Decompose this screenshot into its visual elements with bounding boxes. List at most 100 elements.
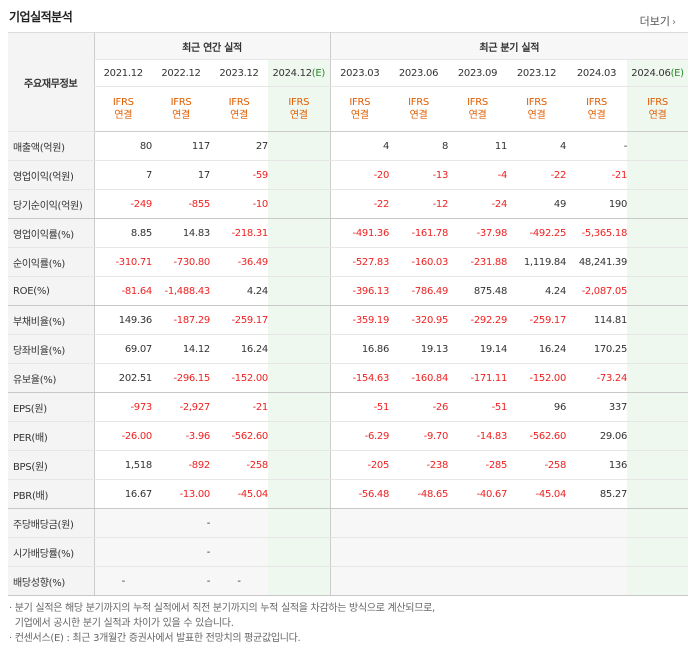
data-cell: -205 <box>330 450 389 480</box>
data-cell <box>268 334 331 364</box>
data-cell <box>627 131 689 161</box>
data-cell: - <box>210 566 268 596</box>
data-cell: -152.00 <box>507 363 566 393</box>
data-cell <box>389 508 449 538</box>
data-cell: - <box>93 566 152 596</box>
data-cell: 8 <box>389 131 448 161</box>
data-cell: -491.36 <box>330 218 389 248</box>
data-cell <box>389 537 449 567</box>
more-link[interactable]: 더보기 › <box>640 13 676 29</box>
data-cell <box>627 566 689 596</box>
table-row: BPS(원) 1,518 -892 -258 -205 -238 -285 -258 136 <box>8 450 689 480</box>
data-cell: -973 <box>93 392 152 422</box>
data-cell <box>627 218 689 248</box>
period-header: 2022.12 <box>152 59 210 87</box>
data-cell <box>507 508 567 538</box>
table-row: 매출액(억원) 80 117 27 4 8 11 4- <box>8 131 689 161</box>
data-cell: 4.24 <box>507 276 566 306</box>
period-header: 2021.12 <box>93 59 152 87</box>
more-label: 더보기 <box>639 15 670 28</box>
data-cell: 85.27 <box>566 479 627 509</box>
ifrs-line1: IFRS <box>586 97 607 108</box>
data-cell: -20 <box>330 160 389 190</box>
data-cell: -9.70 <box>389 421 448 451</box>
ifrs-line1: IFRS <box>288 97 310 108</box>
data-cell: 117 <box>152 131 210 161</box>
data-cell <box>627 479 689 509</box>
data-cell <box>268 421 331 451</box>
data-cell <box>268 566 331 596</box>
data-cell: -10 <box>210 189 268 219</box>
estimate-marker: (E) <box>311 67 326 79</box>
ifrs-line1: IFRS <box>228 97 250 108</box>
ifrs-line1: IFRS <box>408 97 429 108</box>
data-cell: - <box>566 131 627 161</box>
table-row: 당좌비율(%) 69.07 14.12 16.24 16.86 19.13 19.14 16.… <box>8 334 689 364</box>
data-cell: -160.03 <box>389 247 448 277</box>
row-label: 순이익률(%) <box>8 247 94 277</box>
data-cell: -13.00 <box>152 479 210 509</box>
data-cell <box>627 421 689 451</box>
table-row: PBR(배) 16.67 -13.00 -45.04 -56.48 -48.65 -40.6… <box>8 479 689 509</box>
data-cell <box>268 479 331 509</box>
data-cell: -285 <box>448 450 507 480</box>
data-cell: 4.24 <box>210 276 268 306</box>
data-cell <box>448 566 508 596</box>
ifrs-line1: IFRS <box>526 97 547 108</box>
data-cell: 14.83 <box>152 218 210 248</box>
row-label: PER(배) <box>8 421 94 451</box>
table-row: 배당성향(%) - - - <box>8 566 689 596</box>
data-cell <box>627 392 689 422</box>
data-cell: -12 <box>389 189 448 219</box>
ifrs-line1: IFRS <box>349 97 371 108</box>
data-cell: -13 <box>389 160 448 190</box>
data-cell: -310.71 <box>93 247 152 277</box>
data-cell: -6.29 <box>330 421 389 451</box>
data-cell: 136 <box>566 450 627 480</box>
data-cell: -161.78 <box>389 218 448 248</box>
table-row: ROE(%) -81.64 -1,488.43 4.24 -396.13 -786.49 8… <box>8 276 689 306</box>
data-cell: -562.60 <box>210 421 268 451</box>
data-cell: 7 <box>93 160 152 190</box>
data-cell: -51 <box>448 392 507 422</box>
ifrs-line2: 연결 <box>114 110 133 121</box>
footnote-2: 기업에서 공시한 분기 실적과 차이가 있을 수 있습니다. <box>9 618 234 629</box>
row-label: BPS(원) <box>8 450 94 480</box>
data-cell: 337 <box>566 392 627 422</box>
data-cell <box>566 508 628 538</box>
data-cell <box>627 189 689 219</box>
data-cell <box>330 508 390 538</box>
data-cell: 170.25 <box>566 334 627 364</box>
row-label: 주당배당금(원) <box>8 508 94 538</box>
table-row: 순이익률(%) -310.71 -730.80 -36.49 -527.83 -160.0… <box>8 247 689 277</box>
data-cell: -259.17 <box>507 305 566 335</box>
data-cell: -527.83 <box>330 247 389 277</box>
data-cell: 27 <box>210 131 268 161</box>
ifrs-label: IFRS 연결 <box>93 86 152 132</box>
data-cell: 16.24 <box>210 334 268 364</box>
data-cell: -238 <box>389 450 448 480</box>
data-cell: -21 <box>210 392 268 422</box>
data-cell: -259.17 <box>210 305 268 335</box>
data-cell: -218.31 <box>210 218 268 248</box>
data-cell <box>566 537 628 567</box>
period-header: 2023.03 <box>330 59 390 87</box>
data-cell <box>627 247 689 277</box>
data-cell <box>330 566 390 596</box>
data-cell <box>210 537 268 567</box>
table-row: 주당배당금(원) - <box>8 508 689 538</box>
row-label: 배당성향(%) <box>8 566 94 596</box>
table-row: 유보율(%) 202.51 -296.15 -152.00 -154.63 -160.84… <box>8 363 689 393</box>
ifrs-line2: 연결 <box>648 110 667 121</box>
data-cell: 4 <box>507 131 566 161</box>
data-cell <box>507 537 567 567</box>
data-cell: 190 <box>566 189 627 219</box>
data-cell <box>210 508 268 538</box>
ifrs-label: IFRS 연결 <box>566 86 628 132</box>
data-cell: -3.96 <box>152 421 210 451</box>
data-cell: -14.83 <box>448 421 507 451</box>
period-header: 2024.12(E) <box>268 59 331 87</box>
data-cell: 19.13 <box>389 334 448 364</box>
data-cell: -786.49 <box>389 276 448 306</box>
ifrs-line1: IFRS <box>112 97 134 108</box>
